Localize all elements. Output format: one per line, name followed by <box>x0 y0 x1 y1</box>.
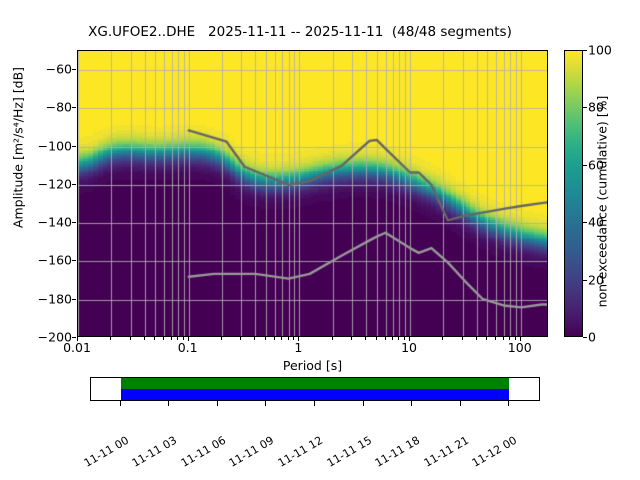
x-axis-tick-label: 0.01 <box>63 340 91 355</box>
colorbar-tick-mark <box>583 165 587 166</box>
timeline-tick-label: 11-11 00 <box>81 433 132 470</box>
x-axis-tick-mark <box>351 337 352 340</box>
x-axis-tick-mark <box>177 337 178 340</box>
page-title: XG.UFOE2..DHE 2025-11-11 -- 2025-11-11 (… <box>88 24 512 40</box>
x-axis-tick-mark <box>183 337 184 340</box>
x-axis-tick-mark <box>365 337 366 340</box>
x-axis-tick-mark <box>265 337 266 340</box>
x-axis-tick-mark <box>77 337 78 341</box>
timeline-tick-mark <box>217 401 218 406</box>
x-axis-tick-mark <box>130 337 131 340</box>
timeline-tick-mark <box>265 401 266 406</box>
timeline-tick-label: 11-12 00 <box>469 433 520 470</box>
x-axis-tick-mark <box>503 337 504 340</box>
timeline-tick-mark <box>314 401 315 406</box>
x-axis-tick-label: 1 <box>294 340 303 355</box>
x-axis-tick-mark <box>520 337 521 341</box>
x-axis-tick-mark <box>293 337 294 340</box>
colorbar-tick-mark <box>583 107 587 108</box>
x-axis-tick-mark <box>509 337 510 340</box>
data-availability-bar <box>120 378 510 389</box>
x-axis-tick-mark <box>240 337 241 340</box>
colorbar-tick-mark <box>583 337 587 338</box>
colorbar-tick-label: 100 <box>588 42 612 58</box>
x-axis-tick-mark <box>171 337 172 340</box>
timeline-tick-label: 11-11 21 <box>421 433 471 470</box>
x-axis-tick-mark <box>462 337 463 340</box>
y-axis-tick-mark <box>72 146 76 147</box>
x-axis-tick-mark <box>188 337 189 341</box>
timeline-coverage-box[interactable] <box>90 377 540 401</box>
y-axis-label: Amplitude [m²/s⁴/Hz] [dB] <box>10 66 26 229</box>
x-axis-tick-mark <box>110 337 111 340</box>
x-axis-tick-mark <box>515 337 516 340</box>
segment-coverage-bar <box>120 389 510 400</box>
colorbar-label: non-exceedance (cumulative) [%] <box>594 95 610 308</box>
y-axis-tick-label: −140 <box>37 214 72 230</box>
x-axis-tick-mark <box>163 337 164 340</box>
y-axis-tick-mark <box>72 69 76 70</box>
x-axis-tick-mark <box>221 337 222 340</box>
x-axis-tick-label: 0.1 <box>177 340 198 355</box>
timeline-tick-label: 11-11 12 <box>275 433 326 470</box>
x-axis-tick-mark <box>288 337 289 340</box>
y-axis-tick-mark <box>72 299 76 300</box>
timeline-tick-label: 11-11 18 <box>372 433 423 470</box>
timeline-tick-label: 11-11 15 <box>324 433 374 470</box>
x-axis-tick-mark <box>254 337 255 340</box>
y-axis-tick-label: −120 <box>37 176 72 192</box>
x-axis-tick-mark <box>476 337 477 340</box>
colorbar-tick-mark <box>583 222 587 223</box>
x-axis-tick-mark <box>398 337 399 340</box>
colorbar-tick-label: 20 <box>588 272 604 288</box>
x-axis-tick-mark <box>486 337 487 340</box>
timeline-tick-mark <box>363 401 364 406</box>
x-axis-tick-mark <box>298 337 299 341</box>
y-axis-tick-mark <box>72 222 76 223</box>
x-axis-tick-mark <box>404 337 405 340</box>
x-axis-tick-mark <box>495 337 496 340</box>
y-axis-tick-mark <box>72 337 76 338</box>
timeline-tick-mark <box>508 401 509 406</box>
timeline-tick-mark <box>120 401 121 406</box>
y-axis-tick-mark <box>72 260 76 261</box>
x-axis-tick-mark <box>442 337 443 340</box>
x-axis-label: Period [s] <box>282 358 343 373</box>
x-axis-tick-label: 100 <box>507 340 532 355</box>
y-axis-tick-label: −60 <box>45 61 72 77</box>
y-axis-tick-label: −100 <box>37 138 72 154</box>
timeline-tick-mark <box>411 401 412 406</box>
x-axis-tick-mark <box>332 337 333 340</box>
colorbar-tick-mark <box>583 280 587 281</box>
timeline-tick-label: 11-11 06 <box>178 433 229 470</box>
y-axis-tick-label: −180 <box>37 291 72 307</box>
colorbar-tick-label: 80 <box>588 99 604 115</box>
y-axis-tick-label: −200 <box>37 329 72 345</box>
y-axis-tick-mark <box>72 107 76 108</box>
timeline-tick-label: 11-11 09 <box>227 433 277 470</box>
ppsd-heatmap-canvas <box>78 51 547 336</box>
y-axis-tick-mark <box>72 184 76 185</box>
colorbar-tick-label: 60 <box>588 157 604 173</box>
ppsd-plot-area[interactable] <box>77 50 548 337</box>
colorbar-tick-label: 40 <box>588 214 604 230</box>
timeline-tick-mark <box>460 401 461 406</box>
x-axis-tick-mark <box>144 337 145 340</box>
colorbar-tick-mark <box>583 50 587 51</box>
x-axis-tick-mark <box>392 337 393 340</box>
timeline-tick-mark <box>168 401 169 406</box>
colorbar-gradient <box>565 51 582 336</box>
y-axis-tick-label: −80 <box>45 99 72 115</box>
x-axis-tick-mark <box>281 337 282 340</box>
x-axis-tick-mark <box>385 337 386 340</box>
x-axis-tick-mark <box>154 337 155 340</box>
x-axis-tick-label: 10 <box>401 340 417 355</box>
timeline-tick-label: 11-11 03 <box>130 433 180 470</box>
y-axis-tick-label: −160 <box>37 252 72 268</box>
x-axis-tick-mark <box>274 337 275 340</box>
x-axis-tick-mark <box>376 337 377 340</box>
colorbar[interactable] <box>564 50 583 337</box>
colorbar-tick-label: 0 <box>588 329 596 345</box>
x-axis-tick-mark <box>409 337 410 341</box>
